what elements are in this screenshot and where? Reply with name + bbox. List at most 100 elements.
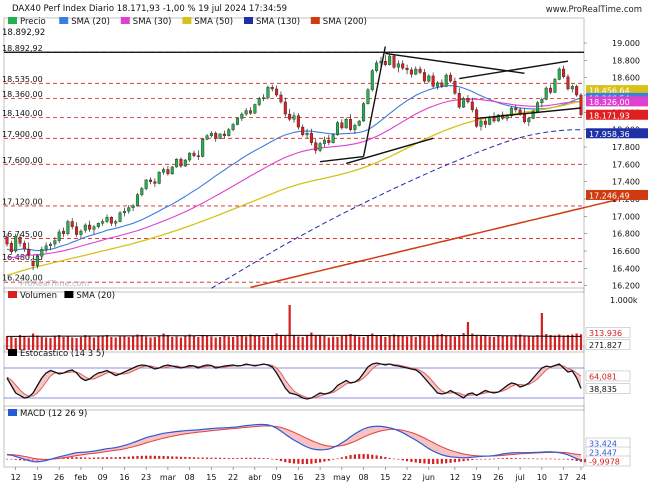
candle bbox=[35, 256, 39, 266]
price-tick-label: 17.800 bbox=[612, 143, 640, 152]
macd-histogram-bar bbox=[549, 458, 552, 460]
macd-histogram-bar bbox=[218, 457, 222, 459]
macd-histogram-bar bbox=[349, 455, 352, 459]
volume-bar bbox=[192, 336, 196, 350]
macd-histogram-bar bbox=[232, 458, 235, 459]
macd-tag bbox=[585, 455, 631, 467]
candle bbox=[205, 135, 209, 140]
volume-bar bbox=[84, 335, 87, 350]
volume-bar bbox=[366, 336, 370, 350]
macd-histogram-bar bbox=[366, 454, 370, 459]
macd-histogram-bar bbox=[249, 457, 252, 459]
price-legend-label: SMA (30) bbox=[133, 17, 172, 27]
macd-tag-label: 23,447 bbox=[589, 449, 617, 458]
volume-bar bbox=[14, 338, 17, 350]
candle bbox=[249, 110, 253, 114]
macd-histogram-bar bbox=[184, 456, 187, 459]
macd-histogram-bar bbox=[236, 458, 239, 459]
price-tick-label: 16.200 bbox=[612, 282, 640, 291]
stoch-fill bbox=[7, 363, 581, 399]
value-tag bbox=[586, 96, 648, 107]
volume-bar bbox=[232, 337, 235, 350]
candle bbox=[566, 76, 570, 90]
volume-bar bbox=[423, 336, 426, 350]
volume-bar bbox=[340, 336, 343, 350]
macd-histogram-bar bbox=[205, 457, 209, 459]
candle bbox=[144, 179, 148, 189]
trendline bbox=[362, 46, 387, 157]
volume-bar bbox=[553, 335, 557, 350]
volume-bar bbox=[388, 335, 391, 350]
volume-bar bbox=[453, 336, 456, 350]
candle bbox=[427, 75, 431, 82]
macd-legend-label: MACD (12 26 9) bbox=[20, 409, 87, 419]
volume-bar bbox=[532, 336, 535, 350]
macd-histogram-bar bbox=[292, 458, 296, 464]
candle bbox=[505, 115, 509, 119]
volume-bar bbox=[523, 335, 526, 350]
candle bbox=[314, 142, 318, 151]
value-tag-label: 18.456,64 bbox=[589, 87, 630, 96]
value-tag bbox=[586, 85, 648, 96]
candle bbox=[118, 212, 122, 222]
macd-histogram-bar bbox=[410, 458, 413, 462]
candle bbox=[527, 118, 531, 123]
macd-histogram-bar bbox=[362, 453, 365, 459]
macd-histogram-bar bbox=[5, 458, 9, 460]
volume-bar bbox=[58, 335, 61, 350]
candle bbox=[257, 98, 261, 105]
volume-bar bbox=[405, 336, 409, 350]
volume-bar bbox=[558, 334, 561, 350]
volume-bar bbox=[471, 333, 474, 350]
volume-bar bbox=[545, 334, 548, 350]
level-label: 18.360,00 bbox=[2, 90, 43, 99]
stoch-legend-swatch bbox=[8, 349, 17, 356]
volume-bar bbox=[127, 337, 130, 350]
volume-bar bbox=[110, 337, 113, 350]
candle bbox=[109, 216, 113, 224]
volume-bar bbox=[375, 335, 378, 350]
volume-tag bbox=[585, 327, 631, 338]
stoch-main-line bbox=[6, 362, 582, 400]
volume-bar bbox=[210, 336, 213, 350]
volume-bar bbox=[327, 337, 330, 350]
volume-bar bbox=[427, 336, 430, 350]
macd-tag-label: 33,424 bbox=[589, 440, 617, 449]
candle bbox=[522, 112, 526, 123]
volume-legend-label: SMA (20) bbox=[76, 291, 115, 301]
volume-bar bbox=[579, 334, 583, 350]
level-label: 16.240,00 bbox=[2, 274, 43, 283]
candle bbox=[440, 82, 444, 87]
candle bbox=[470, 101, 474, 110]
volume-bar bbox=[440, 334, 443, 350]
volume-bar bbox=[214, 337, 217, 350]
price-legend-swatch bbox=[8, 17, 17, 24]
sma-line-30 bbox=[6, 98, 582, 259]
macd-legend-swatch bbox=[8, 409, 17, 416]
macd-histogram-bar bbox=[14, 458, 17, 460]
candle bbox=[557, 68, 561, 80]
volume-bar bbox=[136, 334, 139, 350]
volume-bar bbox=[484, 335, 487, 350]
macd-histogram-bar bbox=[571, 458, 574, 461]
volume-bar bbox=[314, 336, 317, 350]
candle bbox=[266, 86, 270, 98]
candle bbox=[270, 86, 274, 90]
stochastic-panel bbox=[4, 362, 584, 400]
volume-bar bbox=[492, 337, 496, 350]
volume-bar bbox=[505, 336, 509, 350]
candle bbox=[66, 221, 70, 234]
candle bbox=[75, 226, 79, 235]
legend-layer: Precio SMA (20) SMA (30) SMA (50) SMA (130) S… bbox=[8, 17, 367, 419]
macd-histogram-bar bbox=[210, 457, 213, 459]
candle bbox=[414, 68, 418, 75]
sma-line-200 bbox=[250, 194, 638, 289]
price-tick-label: 19.000 bbox=[612, 39, 640, 48]
x-tick-label: 08 bbox=[358, 473, 368, 482]
volume-legend-swatch bbox=[64, 291, 74, 298]
macd-histogram-bar bbox=[423, 458, 426, 464]
volume-bar bbox=[414, 337, 417, 350]
macd-histogram-bar bbox=[401, 458, 404, 461]
price-tick-label: 17.600 bbox=[612, 160, 640, 169]
candle bbox=[83, 224, 87, 231]
